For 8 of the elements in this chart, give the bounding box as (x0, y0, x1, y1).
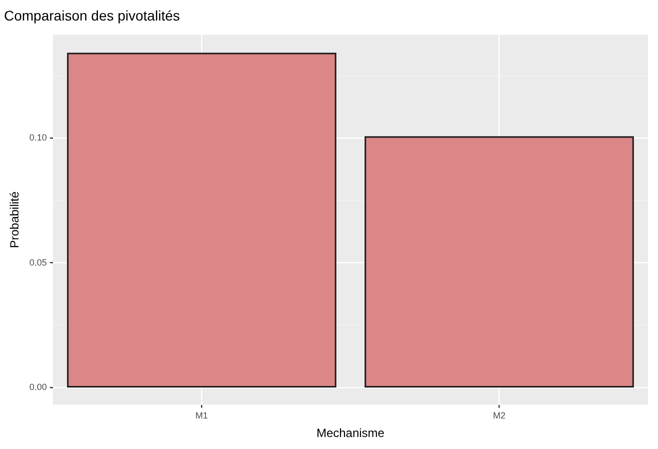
y-tick-label: 0.05 (29, 257, 47, 268)
x-tick-label: M1 (195, 410, 208, 421)
y-axis-title: Probabilité (8, 191, 22, 248)
chart-title: Comparaison des pivotalités (4, 7, 180, 24)
y-tick-label: 0.10 (29, 132, 47, 143)
y-tick-label: 0.00 (29, 382, 47, 392)
x-axis-title: Mechanisme (316, 426, 385, 440)
x-tick-label: M2 (492, 410, 506, 421)
